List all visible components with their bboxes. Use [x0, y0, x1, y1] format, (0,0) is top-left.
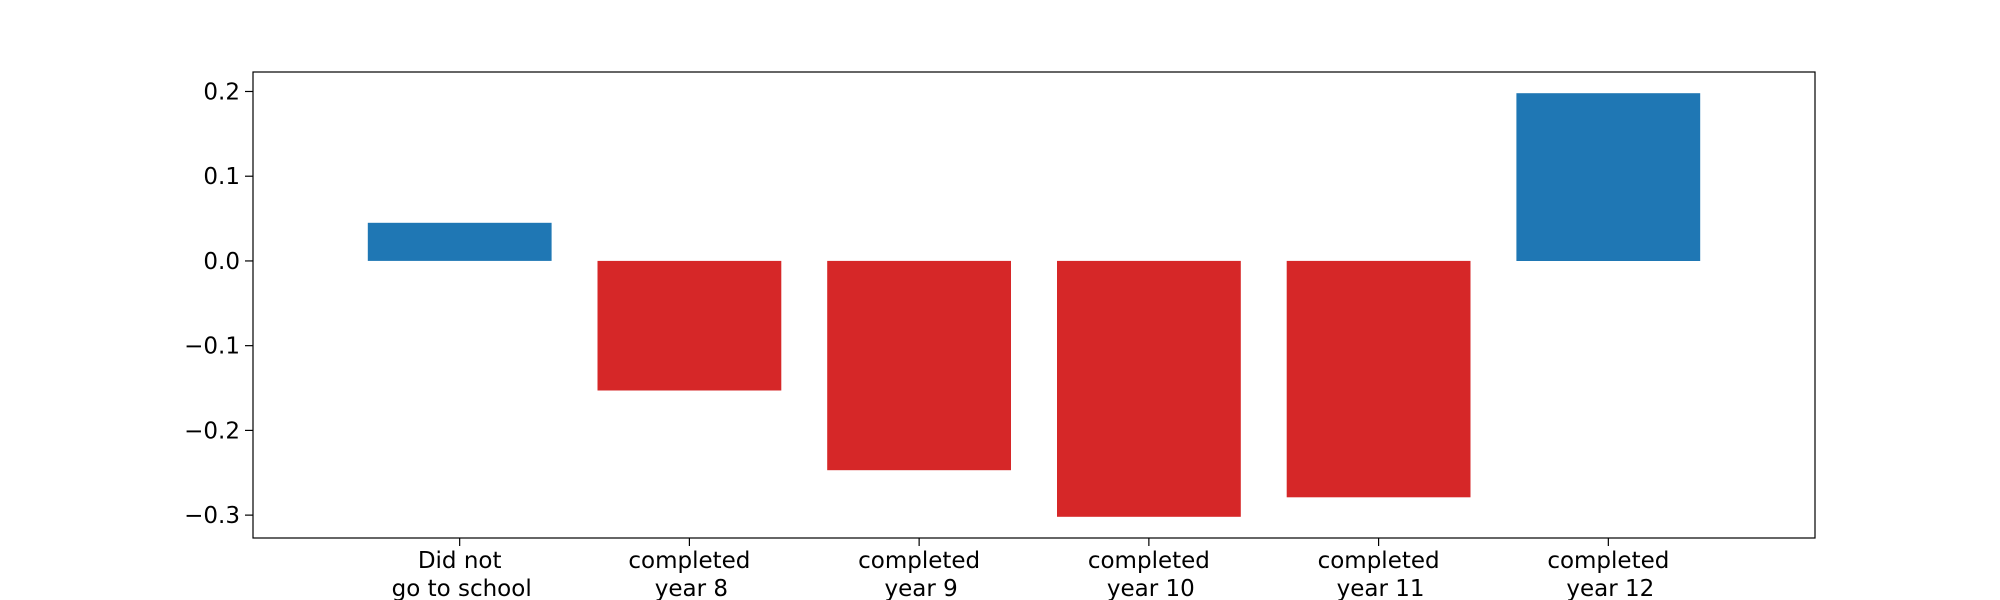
bar-1: [597, 260, 782, 391]
x-category-label: completed year 10: [1088, 548, 1210, 600]
y-axis: 0.2 0.1 0.0 −0.1 −0.2 −0.3: [184, 79, 253, 529]
x-category-label-line: year 12: [1566, 576, 1654, 600]
bar-3: [1057, 260, 1241, 517]
x-category-label: Did not go to school: [392, 548, 532, 600]
y-tick-label: 0.1: [203, 164, 240, 190]
bars-group: [367, 93, 1701, 517]
x-category-label-line: completed: [628, 548, 750, 574]
x-category-label-line: year 10: [1107, 576, 1195, 600]
x-category-label-line: year 11: [1337, 576, 1425, 600]
x-category-label-line: year 9: [885, 576, 958, 600]
y-tick-label: 0.2: [203, 79, 240, 105]
y-tick-label: −0.1: [184, 334, 240, 360]
x-category-label-line: Did not: [418, 548, 502, 574]
x-category-label: completed year 12: [1547, 548, 1669, 600]
x-category-label-line: completed: [1318, 548, 1440, 574]
y-tick-label: −0.2: [184, 418, 240, 444]
x-category-label-line: completed: [1547, 548, 1669, 574]
bar-2: [827, 260, 1011, 471]
bar-4: [1286, 260, 1471, 498]
x-category-label: completed year 11: [1318, 548, 1440, 600]
bar-5: [1516, 93, 1701, 261]
x-category-label-line: year 8: [655, 576, 728, 600]
x-category-label: completed year 9: [858, 548, 980, 600]
x-category-label-line: completed: [1088, 548, 1210, 574]
x-category-label-line: go to school: [392, 576, 532, 600]
x-category-label-line: completed: [858, 548, 980, 574]
bar-0: [367, 222, 552, 261]
plot-frame: [252, 71, 1816, 539]
y-tick-label: −0.3: [184, 503, 240, 529]
y-tick-label: 0.0: [203, 249, 240, 275]
x-category-label: completed year 8: [628, 548, 750, 600]
